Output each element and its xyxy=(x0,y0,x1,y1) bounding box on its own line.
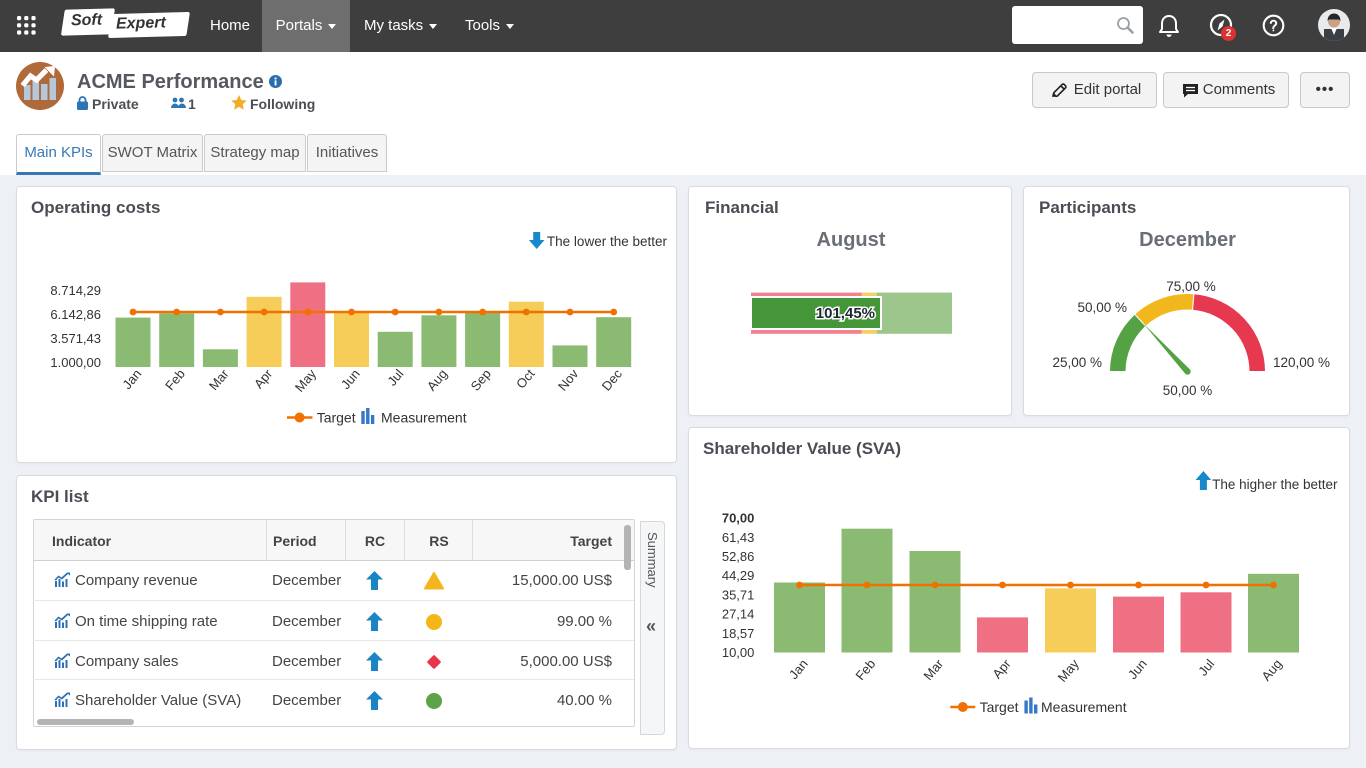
svg-text:52,86: 52,86 xyxy=(722,549,755,564)
svg-text:10,00: 10,00 xyxy=(722,645,755,660)
svg-text:Feb: Feb xyxy=(162,366,188,393)
svg-text:Jun: Jun xyxy=(338,366,363,392)
svg-text:50,00 %: 50,00 % xyxy=(1077,300,1127,315)
svg-text:Aug: Aug xyxy=(1258,656,1284,683)
svg-text:1.000,00: 1.000,00 xyxy=(50,355,101,370)
svg-text:Jan: Jan xyxy=(786,656,811,682)
svg-text:Jun: Jun xyxy=(1125,656,1150,682)
svg-text:120,00 %: 120,00 % xyxy=(1273,355,1330,370)
svg-text:8.714,29: 8.714,29 xyxy=(50,283,101,298)
svg-text:Oct: Oct xyxy=(513,366,538,391)
svg-text:44,29: 44,29 xyxy=(722,568,755,583)
svg-text:75,00 %: 75,00 % xyxy=(1166,279,1216,294)
svg-text:Nov: Nov xyxy=(555,366,582,394)
svg-text:18,57: 18,57 xyxy=(722,626,755,641)
svg-text:Mar: Mar xyxy=(920,656,946,683)
svg-text:Feb: Feb xyxy=(852,656,878,683)
svg-text:35,71: 35,71 xyxy=(722,587,755,602)
svg-text:25,00 %: 25,00 % xyxy=(1052,355,1102,370)
svg-text:Jul: Jul xyxy=(384,366,406,388)
svg-text:101,45%: 101,45% xyxy=(816,305,875,322)
svg-text:70,00: 70,00 xyxy=(722,511,755,526)
svg-text:Apr: Apr xyxy=(989,656,1014,682)
svg-text:3.571,43: 3.571,43 xyxy=(50,331,101,346)
svg-text:6.142,86: 6.142,86 xyxy=(50,307,101,322)
svg-text:Mar: Mar xyxy=(206,366,232,393)
svg-text:Sep: Sep xyxy=(468,366,494,393)
svg-text:Apr: Apr xyxy=(251,366,276,392)
svg-text:May: May xyxy=(1055,656,1083,685)
svg-text:Measurement: Measurement xyxy=(1041,699,1127,715)
svg-text:Target: Target xyxy=(317,410,356,426)
svg-text:The lower the better: The lower the better xyxy=(547,234,668,249)
svg-text:May: May xyxy=(292,366,320,395)
svg-text:Aug: Aug xyxy=(424,366,450,393)
svg-text:50,00 %: 50,00 % xyxy=(1163,383,1213,398)
svg-text:Measurement: Measurement xyxy=(381,410,467,426)
svg-text:Jan: Jan xyxy=(119,366,144,392)
svg-text:The higher the better: The higher the better xyxy=(1212,477,1338,492)
svg-text:27,14: 27,14 xyxy=(722,607,755,622)
svg-text:Jul: Jul xyxy=(1195,656,1217,678)
svg-text:61,43: 61,43 xyxy=(722,530,755,545)
svg-text:Dec: Dec xyxy=(599,366,626,394)
svg-text:Target: Target xyxy=(980,699,1019,715)
